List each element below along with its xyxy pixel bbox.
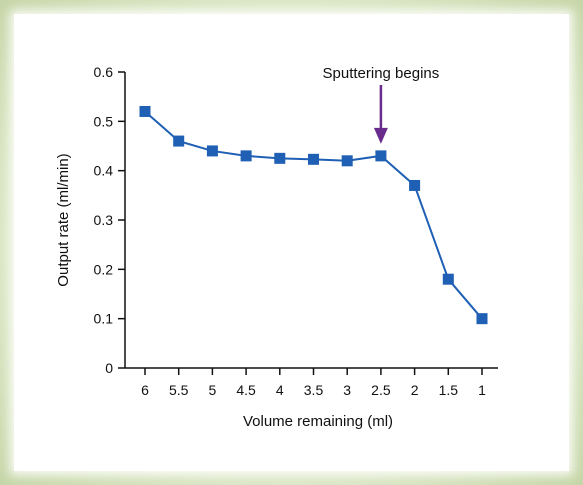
- y-axis-ticks: 0 0.1 0.2 0.3 0.4 0.5 0.6: [94, 64, 125, 376]
- x-tick-label: 3: [343, 382, 351, 398]
- series-line: [144, 110, 483, 320]
- y-axis-title: Output rate (ml/min): [55, 153, 72, 286]
- y-tick-label: 0.6: [94, 64, 114, 80]
- data-point: [139, 105, 151, 117]
- y-tick-label: 0.5: [94, 113, 114, 129]
- y-tick-label: 0.4: [94, 163, 114, 179]
- data-point: [409, 179, 421, 191]
- data-point: [476, 313, 488, 325]
- x-tick-label: 4.5: [236, 382, 256, 398]
- x-tick-label: 2: [411, 382, 419, 398]
- data-point: [375, 150, 387, 162]
- x-axis-title: Volume remaining (ml): [243, 413, 393, 430]
- x-tick-label: 1.5: [439, 382, 459, 398]
- x-tick-label: 5.5: [169, 382, 189, 398]
- data-point: [274, 152, 286, 164]
- x-tick-label: 2.5: [371, 382, 391, 398]
- annotation-group: Sputtering begins: [323, 65, 440, 144]
- y-tick-label: 0.2: [94, 261, 114, 277]
- y-tick-label: 0.3: [94, 212, 114, 228]
- annotation-arrowhead: [373, 127, 388, 144]
- chart-panel: [14, 14, 569, 471]
- data-point: [442, 273, 454, 285]
- data-point: [206, 145, 218, 157]
- data-point: [173, 135, 185, 147]
- x-axis-ticks: 6 5.5 5 4.5 4 3.5 3 2.5 2 1.5 1: [141, 368, 486, 398]
- data-point: [240, 150, 252, 162]
- x-tick-label: 6: [141, 382, 149, 398]
- x-tick-label: 4: [276, 382, 284, 398]
- x-tick-label: 5: [209, 382, 217, 398]
- data-point: [308, 153, 319, 165]
- annotation-label: Sputtering begins: [323, 65, 440, 82]
- y-tick-label: 0.1: [94, 311, 114, 327]
- y-tick-label: 0: [105, 360, 113, 376]
- x-tick-label: 1: [478, 382, 486, 398]
- series-group: [139, 105, 488, 325]
- x-tick-label: 3.5: [304, 382, 324, 398]
- axes: [124, 72, 498, 369]
- data-point: [341, 155, 353, 167]
